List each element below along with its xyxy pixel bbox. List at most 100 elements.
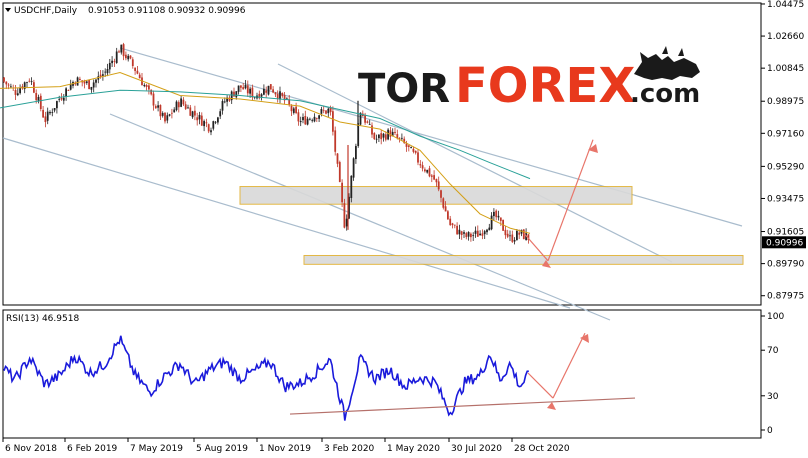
candle-body xyxy=(177,102,180,108)
candle-body xyxy=(191,111,194,118)
candle-body xyxy=(352,158,355,178)
candle-body xyxy=(235,91,238,98)
candle-body xyxy=(283,95,286,101)
candle-body xyxy=(428,168,431,177)
candle-body xyxy=(230,91,233,101)
candle-body xyxy=(5,81,8,85)
resistance-zone xyxy=(239,186,633,205)
time-tick-label: 1 May 2020 xyxy=(387,444,440,454)
candle-body xyxy=(175,101,178,111)
candle-body xyxy=(276,94,279,99)
candle-body xyxy=(479,233,481,236)
candle-body xyxy=(389,130,392,137)
candle-body xyxy=(350,175,353,198)
candle-body xyxy=(26,82,28,83)
candle-body xyxy=(159,105,162,117)
candle-body xyxy=(244,84,247,89)
candle-body xyxy=(51,112,54,113)
candle-body xyxy=(488,227,491,231)
time-tick-label: 6 Nov 2018 xyxy=(5,444,57,454)
down-arrowhead xyxy=(542,260,551,268)
candle-body xyxy=(325,110,327,114)
candle-body xyxy=(249,88,251,94)
ohlc-values: 0.91053 0.91108 0.90932 0.90996 xyxy=(88,6,246,16)
candle-body xyxy=(421,165,424,169)
candle-body xyxy=(453,224,456,226)
candle-body xyxy=(297,112,300,122)
rsi-plot-frame xyxy=(2,309,762,439)
candle-body xyxy=(228,97,231,101)
candle-body xyxy=(520,229,523,234)
candle-body xyxy=(396,134,399,138)
candle-body xyxy=(226,97,228,102)
rsi-series xyxy=(3,335,636,421)
current-price-tag xyxy=(762,236,806,249)
candle-body xyxy=(246,85,249,94)
candle-body xyxy=(490,215,493,230)
candle-body xyxy=(269,84,272,90)
candle-body xyxy=(345,218,348,227)
candle-body xyxy=(299,121,302,123)
candle-body xyxy=(118,51,120,53)
candle-body xyxy=(23,82,26,90)
candle-body xyxy=(311,119,314,121)
candle-body xyxy=(120,44,123,53)
candle-body xyxy=(154,106,157,109)
price-tick-label: 0.97160 xyxy=(767,129,804,139)
candle-body xyxy=(424,169,426,172)
candle-body xyxy=(157,105,159,108)
channel-line-1 xyxy=(119,47,743,227)
candle-body xyxy=(237,85,240,92)
channel-line-3 xyxy=(109,113,611,321)
rsi-up-arrow-line xyxy=(552,332,586,399)
candle-body xyxy=(499,217,502,221)
candle-body xyxy=(378,134,380,139)
candle-body xyxy=(343,203,346,228)
time-tick-label: 30 Jul 2020 xyxy=(451,444,502,454)
candle-body xyxy=(442,198,445,208)
candle-body xyxy=(497,215,500,218)
candle-body xyxy=(14,90,17,95)
up-arrowhead xyxy=(588,144,598,153)
candle-body xyxy=(251,87,254,98)
candle-body xyxy=(506,233,509,237)
rsi-line xyxy=(3,335,529,421)
candle-body xyxy=(83,81,86,84)
candle-body xyxy=(318,115,320,119)
candle-body xyxy=(214,121,217,123)
candle-body xyxy=(196,117,199,121)
rsi-tick-label: 0 xyxy=(767,426,773,436)
candle-body xyxy=(267,85,270,95)
candle-body xyxy=(150,89,153,95)
price-axis-ticks: 1.04475 1.02660 1.00845 0.98975 0.97160 0.952… xyxy=(761,0,806,302)
rsi-trendline xyxy=(289,397,636,415)
candle-body xyxy=(447,211,449,220)
candle-body xyxy=(527,234,530,241)
candle-body xyxy=(221,101,224,111)
bull-bear-icon xyxy=(634,46,700,80)
candle-body xyxy=(161,113,164,116)
candle-body xyxy=(92,82,95,88)
ma-slow-line xyxy=(0,89,531,180)
candle-body xyxy=(28,80,31,82)
candle-body xyxy=(286,98,288,100)
candle-body xyxy=(274,92,277,95)
candle-body xyxy=(371,125,373,135)
candle-body xyxy=(502,219,504,231)
candle-body xyxy=(205,122,208,124)
price-tick-label: 0.87975 xyxy=(767,292,804,302)
candle-body xyxy=(332,111,334,132)
candle-body xyxy=(486,229,488,233)
price-forecast-arrows xyxy=(523,139,598,268)
price-tick-label: 0.89790 xyxy=(767,260,804,270)
candle-body xyxy=(401,137,403,139)
candle-body xyxy=(3,77,5,82)
candle-body xyxy=(290,105,293,112)
candle-body xyxy=(481,233,484,236)
rsi-down-arrowhead xyxy=(547,402,556,410)
candle-body xyxy=(58,98,61,100)
candle-body xyxy=(495,210,498,218)
candle-body xyxy=(451,223,454,226)
candle-body xyxy=(407,145,410,147)
rsi-tick-label: 30 xyxy=(767,392,779,402)
